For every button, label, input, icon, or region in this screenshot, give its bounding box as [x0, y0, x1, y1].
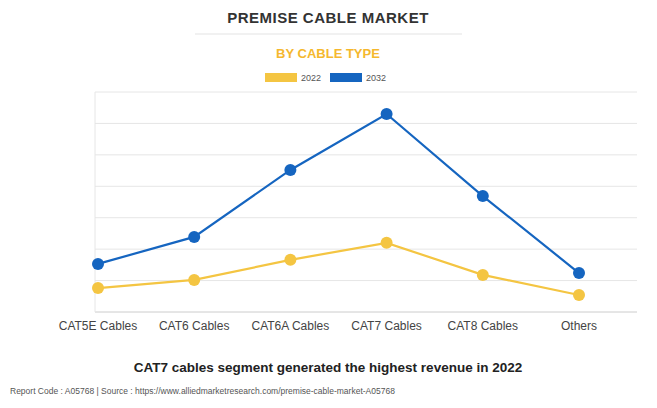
y-axis-line — [95, 92, 96, 312]
point — [92, 282, 104, 294]
point — [188, 274, 200, 286]
footer: Report Code : A05768 | Source : https://… — [10, 386, 395, 396]
x-tick-label: CAT6A Cables — [251, 319, 329, 333]
grid-line — [95, 92, 637, 93]
grid-line — [95, 186, 637, 187]
x-tick-label: CAT7 Cables — [351, 319, 421, 333]
series-line — [98, 243, 579, 295]
point — [188, 231, 200, 243]
grid-line — [95, 154, 637, 155]
x-tick-label: CAT8 Cables — [448, 319, 518, 333]
x-tick-label: CAT6 Cables — [159, 319, 229, 333]
grid-line — [95, 123, 637, 124]
point — [284, 164, 296, 176]
chart-svg: PREMISE CABLE MARKET BY CABLE TYPE 2022 203… — [0, 0, 657, 408]
subtitle: BY CABLE TYPE — [276, 46, 380, 61]
x-tick-label: CAT5E Cables — [59, 319, 137, 333]
title-separator — [195, 34, 462, 35]
point — [477, 190, 489, 202]
point — [381, 108, 393, 120]
x-tick-label: Others — [561, 319, 597, 333]
point — [92, 258, 104, 270]
grid-line — [95, 312, 637, 313]
point — [573, 289, 585, 301]
caption: CAT7 cables segment generated the highes… — [134, 360, 522, 375]
legend-label: 2022 — [301, 73, 321, 83]
legend-label: 2032 — [366, 73, 386, 83]
point — [284, 254, 296, 266]
point — [573, 267, 585, 279]
grid — [95, 92, 637, 312]
plot-area — [92, 108, 585, 301]
series-line — [98, 114, 579, 273]
grid-line — [95, 217, 637, 218]
grid-line — [95, 249, 637, 250]
chart-root: PREMISE CABLE MARKET BY CABLE TYPE 2022 203… — [0, 0, 657, 408]
legend: 2022 2032 — [265, 73, 386, 83]
legend-swatch — [330, 73, 362, 82]
legend-swatch — [265, 73, 297, 82]
title: PREMISE CABLE MARKET — [227, 9, 429, 26]
point — [381, 237, 393, 249]
point — [477, 269, 489, 281]
